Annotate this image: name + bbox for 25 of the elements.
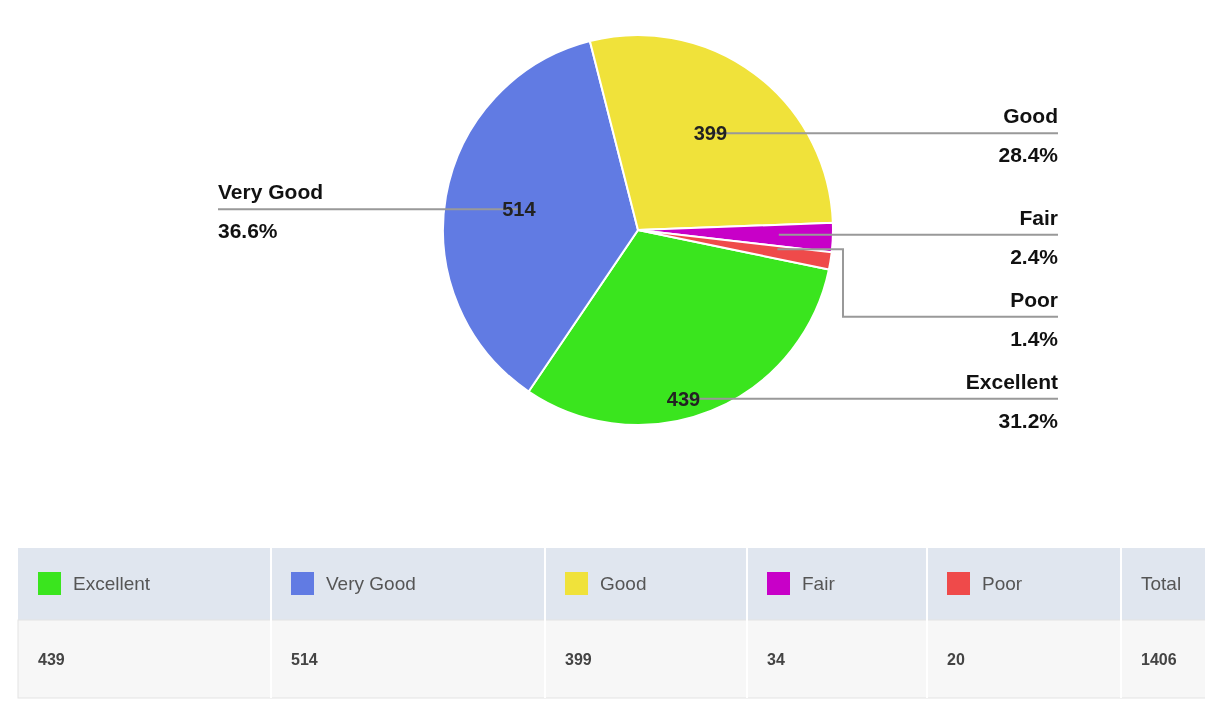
data-label: 1406 — [1141, 651, 1177, 668]
category-label: Very Good — [326, 573, 416, 594]
text: 28.4% — [998, 143, 1058, 167]
category-label: Total — [1141, 573, 1182, 594]
text: 36.6% — [218, 219, 278, 243]
data-label: 439 — [38, 651, 65, 668]
text: 1.4% — [1010, 326, 1058, 350]
category-label: Fair — [802, 573, 836, 594]
text: 2.4% — [1010, 244, 1058, 268]
slice-label: Fair — [1019, 205, 1058, 229]
data-label: 34 — [767, 651, 785, 668]
data-label: 514 — [291, 651, 318, 668]
slice-label: Poor — [1010, 287, 1058, 311]
text: 31.2% — [998, 408, 1058, 432]
data-label: 399 — [565, 651, 592, 668]
data-label: 514 — [502, 198, 537, 221]
category-label: Excellent — [73, 573, 151, 594]
data-label: 439 — [666, 387, 701, 410]
slice-label: Excellent — [965, 369, 1058, 393]
data-label: 399 — [693, 122, 728, 145]
category-label: Poor — [982, 573, 1023, 594]
slice-label: Good — [1003, 104, 1058, 128]
category-label: Good — [600, 573, 647, 594]
data-label: 20 — [947, 651, 965, 668]
slice-label: Very Good — [218, 180, 324, 204]
